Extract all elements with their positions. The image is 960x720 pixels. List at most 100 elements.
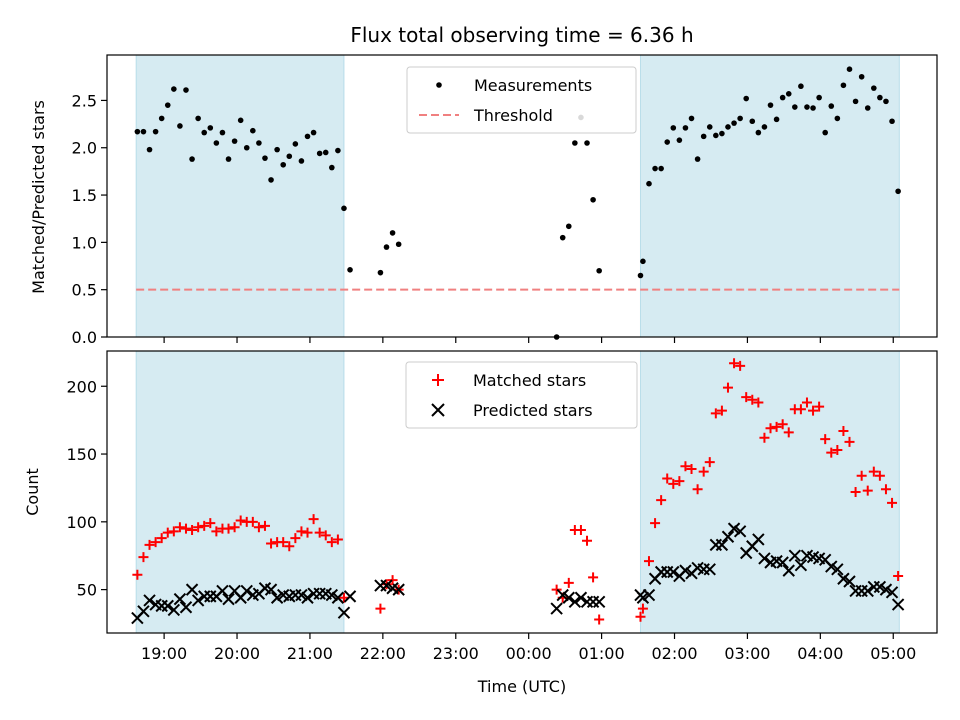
matched-star-point [187, 524, 198, 535]
legend-matched-marker [432, 374, 444, 386]
measurement-point [262, 155, 268, 161]
measurement-point [572, 140, 578, 146]
predicted-star-point [861, 584, 874, 598]
matched-star-point [650, 518, 661, 529]
predicted-star-point [794, 559, 808, 572]
matched-star-point [668, 478, 679, 489]
matched-star-point [575, 524, 586, 535]
predicted-star-point [550, 602, 563, 615]
matched-star-point [156, 533, 167, 544]
predicted-star-point [721, 530, 735, 543]
matched-star-point [692, 484, 703, 495]
measurement-point [146, 146, 153, 153]
x-tick-label: 04:00 [797, 644, 843, 663]
measurement-point [640, 258, 646, 265]
measurement-point [274, 146, 280, 153]
measurement-point [280, 161, 287, 168]
legend-label: Measurements [474, 76, 592, 95]
y-tick-label: 0.5 [72, 281, 97, 300]
matched-star-point [856, 470, 867, 481]
matched-star-point [868, 466, 879, 477]
measurement-point [189, 156, 195, 162]
y-tick-label: 200 [66, 377, 97, 396]
matched-star-point [635, 611, 646, 622]
matched-star-point [698, 466, 709, 477]
predicted-star-point [556, 588, 569, 602]
measurement-point [377, 269, 384, 276]
measurement-point [767, 102, 774, 108]
measurement-point [322, 149, 329, 156]
matched-star-point [844, 436, 855, 447]
predicted-star-point [392, 583, 405, 596]
observing-window-shade [135, 350, 345, 634]
measurement-point [559, 234, 566, 241]
predicted-star-point [295, 588, 308, 602]
measurement-point [846, 66, 853, 72]
matched-star-point [229, 522, 240, 533]
matched-star-point [662, 473, 673, 484]
legend-predicted-marker [431, 403, 445, 417]
measurement-point [852, 98, 859, 105]
x-tick-label: 02:00 [651, 644, 697, 663]
predicted-star-point [586, 595, 600, 609]
matched-star-point [314, 527, 325, 538]
measurement-point [637, 272, 644, 279]
measurement-point [658, 165, 664, 172]
matched-star-point [247, 516, 258, 527]
matched-star-point [138, 552, 149, 563]
measurement-point [158, 115, 165, 122]
predicted-star-point [167, 603, 181, 617]
predicted-star-point [703, 563, 716, 576]
measurement-point [383, 244, 390, 250]
predicted-star-point [143, 594, 156, 607]
predicted-star-point [562, 591, 575, 604]
legend-label: Threshold [473, 106, 553, 125]
matched-star-point [582, 535, 593, 546]
predicted-star-point [331, 591, 345, 604]
measurement-point [329, 164, 335, 171]
matched-star-point [180, 523, 191, 534]
predicted-star-point [733, 525, 747, 538]
matched-star-point [320, 530, 331, 541]
matched-star-point [205, 518, 216, 529]
predicted-star-point [216, 584, 229, 598]
predicted-star-point [592, 595, 606, 609]
predicted-star-point [191, 594, 205, 607]
matched-star-point [777, 419, 788, 430]
measurement-point [785, 90, 792, 97]
matched-star-point [223, 523, 234, 534]
matched-star-point [893, 571, 904, 582]
predicted-star-point [574, 591, 588, 604]
measurement-point [164, 102, 171, 108]
y-tick-label: 100 [66, 513, 97, 532]
measurement-point [201, 129, 208, 136]
matched-star-point [820, 434, 831, 445]
predicted-star-point [222, 592, 235, 606]
matched-star-point [862, 485, 873, 496]
x-tick-label: 05:00 [870, 644, 916, 663]
measurement-point [268, 177, 274, 183]
measurement-point [731, 120, 737, 126]
legend-label: Predicted stars [473, 401, 593, 420]
matched-star-point [308, 514, 319, 525]
measurement-point [816, 94, 822, 101]
predicted-star-point [343, 590, 357, 603]
measurement-point [237, 117, 244, 124]
matched-star-point [637, 603, 648, 614]
predicted-star-point [270, 591, 284, 604]
matched-star-point [168, 526, 179, 537]
x-tick-label: 23:00 [433, 644, 479, 663]
measurement-point [646, 180, 652, 187]
matched-star-point [716, 405, 727, 416]
x-tick-label: 19:00 [141, 644, 187, 663]
y-tick-label: 150 [66, 445, 97, 464]
matched-star-point [235, 515, 246, 526]
measurement-point [298, 158, 305, 164]
legend-box [405, 361, 638, 429]
matched-star-point [880, 484, 891, 495]
predicted-star-point [264, 583, 278, 596]
plot-frame [106, 54, 938, 338]
matched-star-point [801, 397, 812, 408]
predicted-star-point [825, 560, 838, 573]
